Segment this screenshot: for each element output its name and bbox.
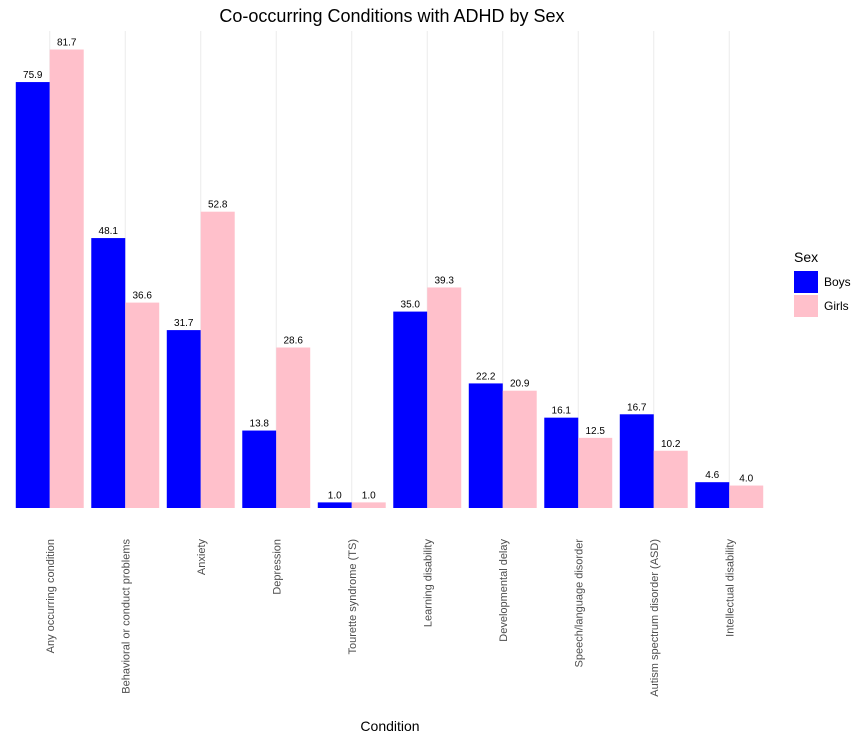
legend: Sex Boys Girls	[794, 249, 851, 317]
data-label: 4.0	[739, 474, 753, 485]
data-label: 4.6	[705, 470, 719, 481]
x-tick-label: Tourette syndrome (TS)	[347, 539, 359, 655]
x-tick-label: Anxiety	[196, 539, 208, 576]
bar-boys	[91, 238, 126, 509]
legend-label: Girls	[824, 299, 849, 313]
bar-girls	[729, 485, 764, 508]
x-tick-label: Learning disability	[422, 539, 434, 628]
bar-girls	[502, 390, 537, 508]
x-tick-label: Behavioral or conduct problems	[120, 539, 132, 694]
data-label: 1.0	[362, 490, 376, 501]
data-label: 35.0	[401, 300, 421, 311]
data-label: 36.6	[133, 291, 153, 302]
data-label: 48.1	[99, 226, 119, 237]
data-label: 52.8	[208, 200, 228, 211]
chart-title: Co-occurring Conditions with ADHD by Sex	[219, 6, 564, 26]
data-labels-layer: 75.9 48.1 31.7 13.8 1.0 35.0 22.2 16.1 16.7 4.6 81…	[23, 38, 754, 502]
data-label: 20.9	[510, 379, 530, 390]
bars-layer	[15, 49, 764, 509]
bar-girls	[276, 347, 311, 508]
bar-boys	[619, 414, 654, 508]
bar-boys	[695, 482, 730, 508]
data-label: 39.3	[435, 275, 455, 286]
bar-boys	[317, 502, 352, 508]
x-tick-label: Developmental delay	[498, 539, 510, 642]
x-tick-label: Speech/language disorder	[573, 539, 585, 668]
bar-girls	[49, 49, 84, 508]
data-label: 31.7	[174, 318, 194, 329]
data-label: 1.0	[328, 490, 342, 501]
x-tick-label: Any occurring condition	[45, 539, 57, 653]
data-label: 13.8	[250, 419, 270, 430]
legend-key-boys	[794, 271, 818, 293]
grid-layer	[49, 31, 730, 508]
x-tick-label: Autism spectrum disorder (ASD)	[649, 539, 661, 697]
legend-items: Boys Girls	[794, 271, 851, 317]
x-axis-title: Condition	[360, 718, 419, 734]
bar-boys	[393, 311, 428, 508]
bar-boys	[15, 82, 50, 508]
x-tick-label: Depression	[271, 539, 283, 595]
bar-boys	[166, 330, 201, 508]
legend-label: Boys	[824, 275, 851, 289]
bar-girls	[427, 287, 462, 508]
bar-girls	[351, 502, 386, 508]
data-label: 16.1	[552, 406, 572, 417]
data-label: 16.7	[627, 402, 647, 413]
data-label: 75.9	[23, 70, 43, 81]
bar-boys	[242, 430, 277, 508]
legend-key-girls	[794, 295, 818, 317]
bar-girls	[578, 437, 613, 508]
data-label: 81.7	[57, 38, 77, 49]
x-tick-labels: Any occurring condition Behavioral or con…	[45, 539, 737, 697]
data-label: 22.2	[476, 371, 496, 382]
bar-girls	[125, 302, 160, 508]
data-label: 12.5	[586, 426, 606, 437]
legend-title: Sex	[794, 249, 818, 265]
x-tick-label: Intellectual disability	[724, 539, 736, 637]
bar-girls	[200, 211, 235, 508]
bar-girls	[653, 450, 688, 508]
data-label: 28.6	[284, 336, 304, 347]
data-label: 10.2	[661, 439, 681, 450]
bar-boys	[544, 417, 579, 508]
bar-boys	[468, 383, 503, 508]
